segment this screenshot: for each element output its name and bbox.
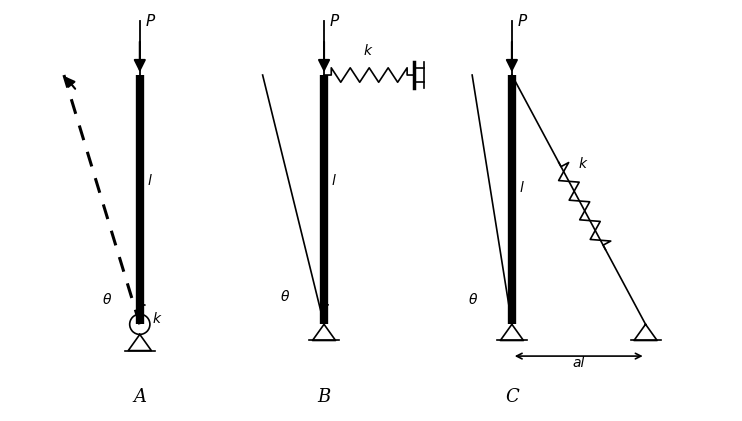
Text: al: al [573, 356, 585, 370]
Text: P: P [145, 14, 155, 29]
Text: l: l [147, 174, 151, 188]
Text: l: l [519, 181, 523, 195]
Text: C: C [505, 388, 519, 405]
Text: k: k [364, 44, 372, 58]
Text: l: l [331, 174, 335, 188]
Text: k: k [579, 157, 587, 171]
Text: θ: θ [102, 293, 111, 307]
Text: θ: θ [280, 290, 289, 304]
Text: B: B [318, 388, 331, 405]
Text: P: P [518, 14, 527, 29]
Text: P: P [329, 14, 339, 29]
Text: θ: θ [468, 293, 477, 307]
Text: A: A [134, 388, 146, 405]
Text: k: k [152, 312, 160, 326]
